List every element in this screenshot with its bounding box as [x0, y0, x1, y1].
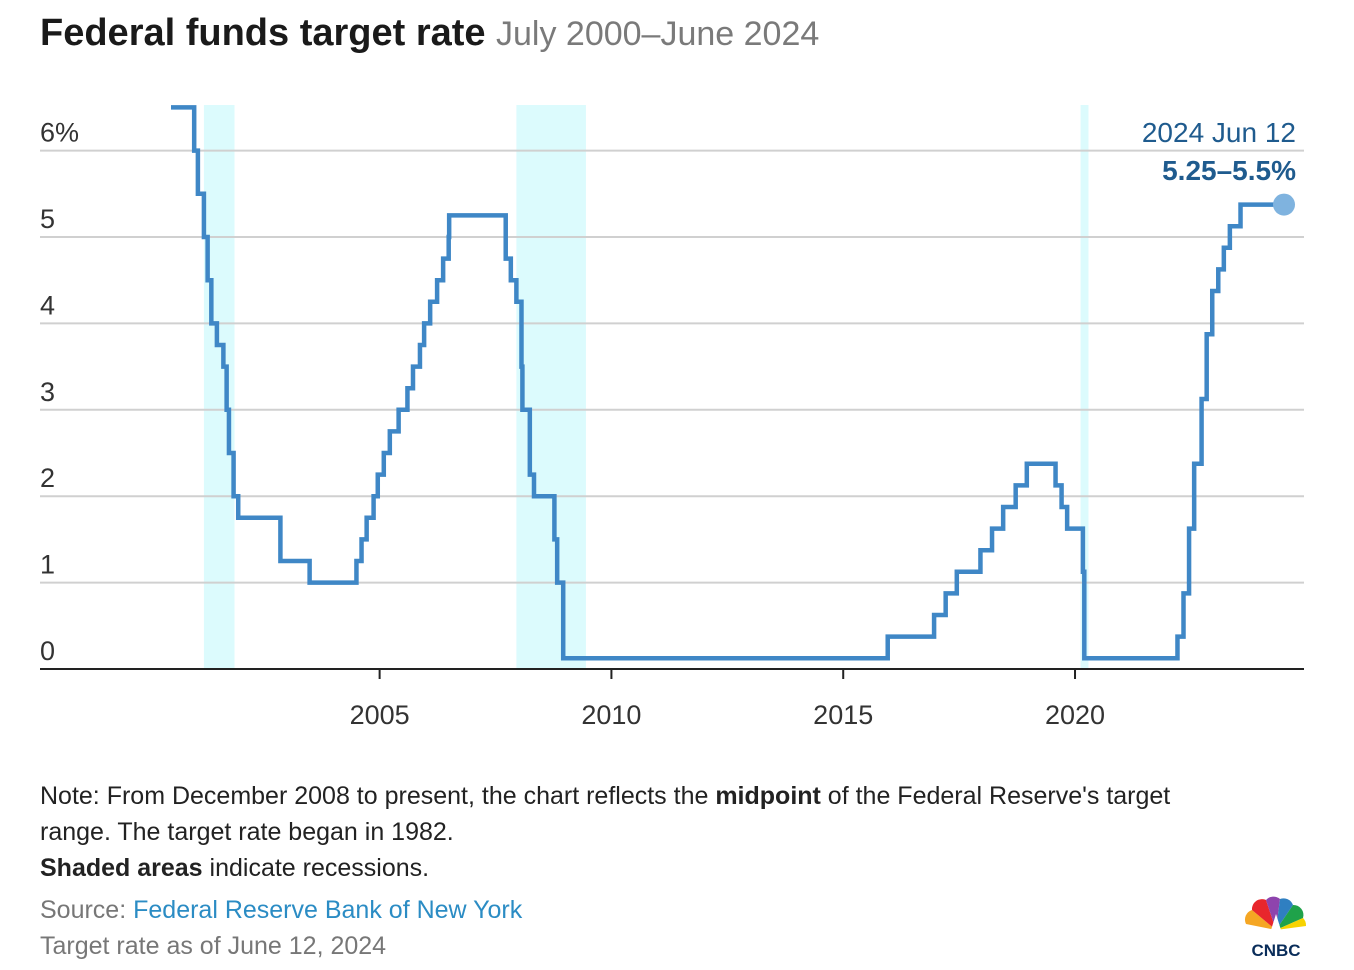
y-tick-label: 1	[40, 550, 55, 580]
chart-subtitle: July 2000–June 2024	[496, 15, 820, 53]
logo-text: CNBC	[1251, 941, 1300, 960]
x-tick-label: 2020	[1045, 700, 1105, 730]
annotation-date: 2024 Jun 12	[1142, 117, 1296, 148]
recession-band-0	[203, 105, 235, 669]
y-tick-label: 3	[40, 377, 55, 407]
y-tick-label: 6%	[40, 118, 79, 148]
rate-line-chart: 0 1 2 3 4 5 6% 2005 2010 2015 2020 2024 Jun 12 5.25–…	[40, 105, 1304, 730]
annotation-value: 5.25–5.5%	[1162, 155, 1296, 186]
latest-value-point	[1273, 193, 1295, 216]
cnbc-peacock-logo: CNBC	[1244, 896, 1307, 960]
recession-band-2	[1080, 105, 1089, 669]
x-tick-label: 2015	[813, 700, 873, 730]
x-tick-label: 2010	[581, 700, 641, 730]
note-text-3: indicate recessions.	[202, 854, 430, 882]
note-text-2: of the Federal Reserve's target range. T…	[40, 782, 1171, 846]
note-text-1: Note: From December 2008 to present, the…	[40, 782, 716, 810]
chart-header: Federal funds target rate July 2000–June…	[40, 12, 819, 55]
rate-series-line	[171, 105, 1282, 661]
x-tick-label: 2005	[350, 700, 410, 730]
y-tick-label: 2	[40, 463, 55, 493]
as-of-date: Target rate as of June 12, 2024	[40, 932, 387, 960]
y-tick-label: 0	[40, 636, 55, 666]
chart-title: Federal funds target rate	[40, 12, 486, 54]
note-bold-shaded: Shaded areas	[40, 854, 203, 882]
note-bold-midpoint: midpoint	[715, 782, 821, 810]
source-label: Source:	[40, 896, 134, 924]
source-link[interactable]: Federal Reserve Bank of New York	[133, 896, 523, 924]
recession-band-1	[516, 105, 586, 669]
y-tick-label: 5	[40, 204, 55, 234]
y-tick-label: 4	[40, 290, 55, 320]
source-line: Source: Federal Reserve Bank of New York	[40, 892, 522, 928]
chart-note: Note: From December 2008 to present, the…	[40, 778, 1180, 886]
